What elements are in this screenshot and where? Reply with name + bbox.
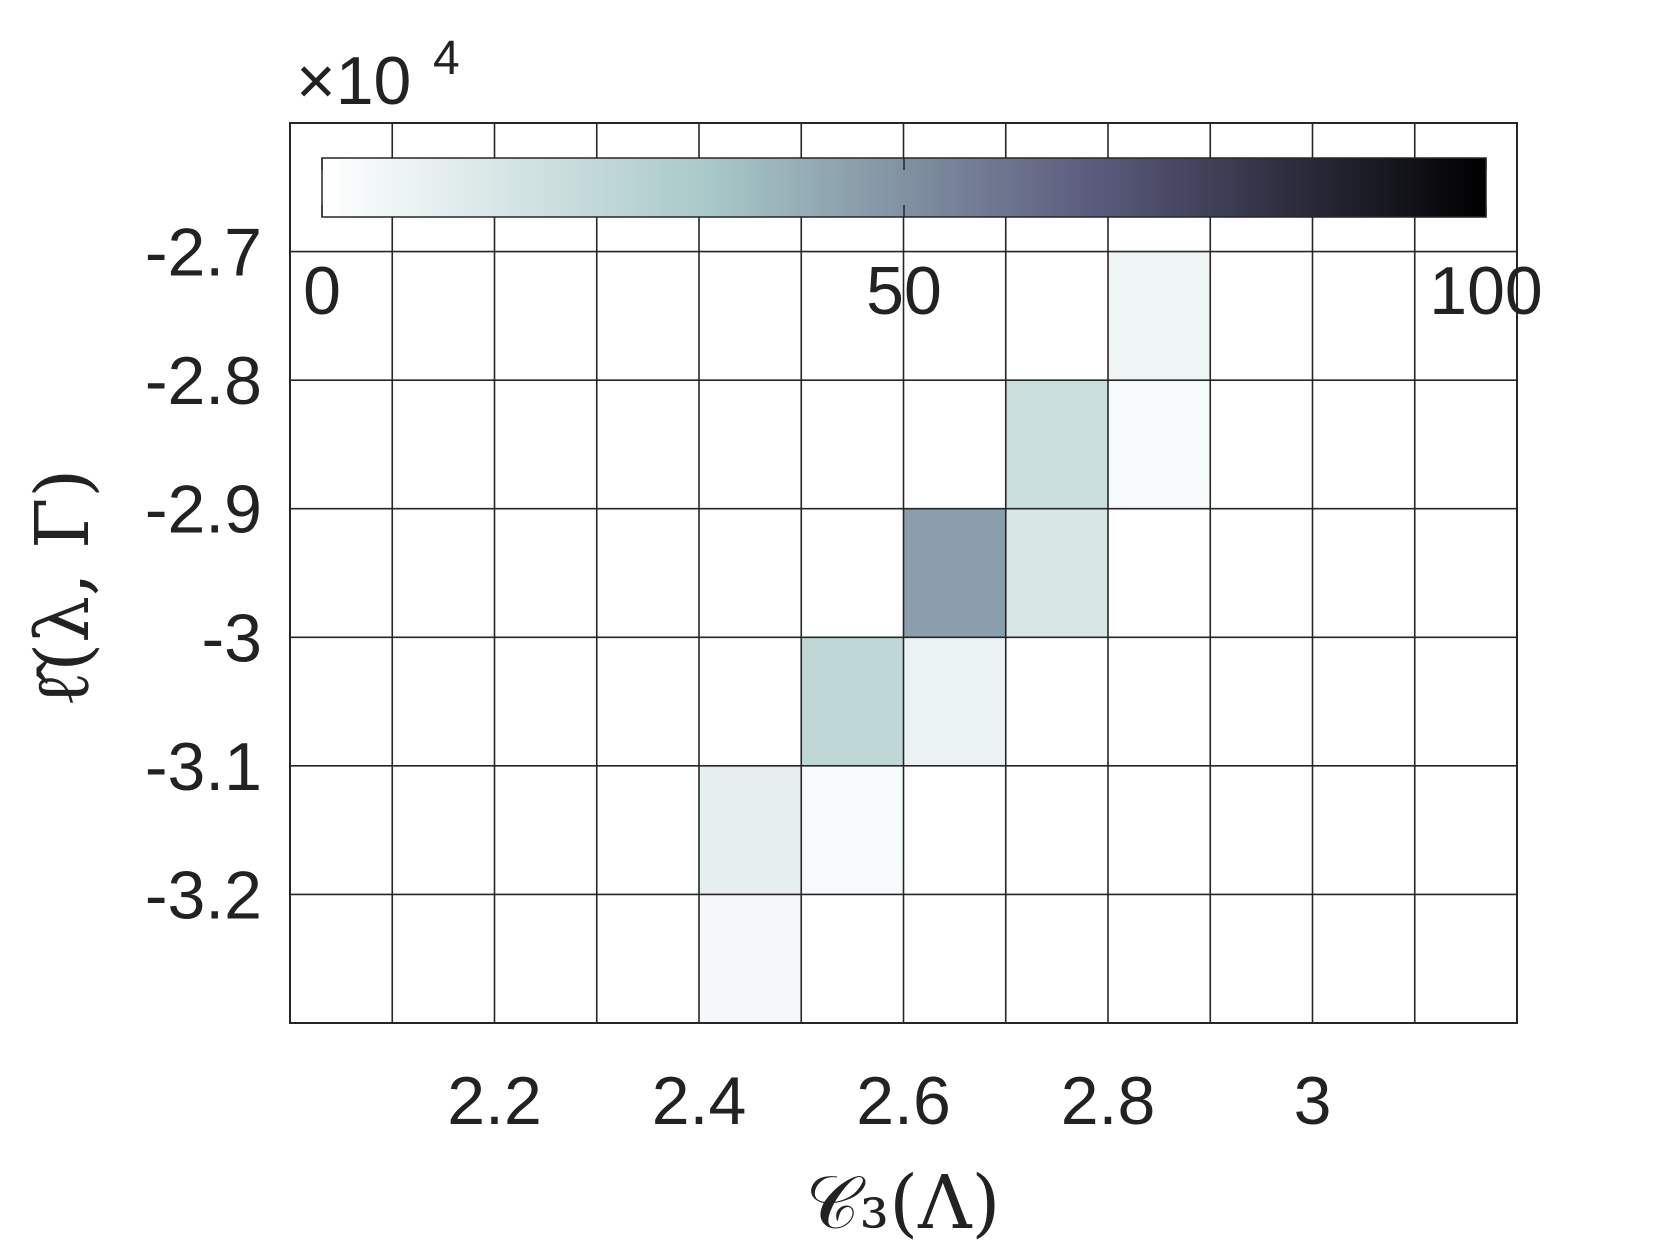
heatmap-cell: [699, 894, 802, 1023]
colorbar: 0 50 100 ×10 4: [296, 32, 1543, 329]
x-axis-label: 𝒞₃(Λ): [806, 1160, 1001, 1246]
x-tick-label: 2.4: [652, 1063, 747, 1139]
y-tick-label: -3: [202, 600, 262, 676]
heatmap-cell: [1108, 251, 1211, 381]
plot-frame: [289, 122, 1518, 1024]
heatmap-cell: [699, 765, 802, 895]
colorbar-tick-label: 0: [303, 253, 341, 329]
y-tick-label: -2.7: [145, 215, 262, 291]
colorbar-tick-label: 100: [1429, 253, 1542, 329]
x-tick-label: 2.8: [1061, 1063, 1156, 1139]
y-tick-label: -2.9: [145, 472, 262, 548]
heatmap-cell: [903, 508, 1006, 638]
y-tick-labels: -2.7 -2.8 -2.9 -3 -3.1 -3.2: [145, 215, 262, 934]
y-tick-label: -3.2: [145, 857, 262, 933]
x-tick-label: 3: [1294, 1063, 1332, 1139]
heatmap-cell: [1108, 380, 1211, 509]
y-axis-label: ℓ̂(λ, Γ): [20, 469, 106, 707]
x-tick-label: 2.6: [856, 1063, 951, 1139]
colorbar-tick-label: 50: [866, 253, 942, 329]
heatmap-cell: [1005, 380, 1108, 509]
heatmap-cell: [903, 637, 1006, 766]
heatmap-cells: [699, 251, 1211, 1023]
heatmap-cell: [801, 637, 904, 766]
heatmap-cell: [801, 765, 904, 895]
heatmap-cell: [1005, 508, 1108, 638]
colorbar-exponent-base: ×10: [296, 43, 411, 119]
y-tick-label: -3.1: [145, 729, 262, 805]
y-tick-label: -2.8: [145, 343, 262, 419]
x-tick-labels: 2.2 2.4 2.6 2.8 3: [447, 1063, 1331, 1139]
colorbar-ticks: 0 50 100: [303, 158, 1543, 329]
x-tick-label: 2.2: [447, 1063, 542, 1139]
colorbar-exponent-power: 4: [433, 32, 460, 85]
